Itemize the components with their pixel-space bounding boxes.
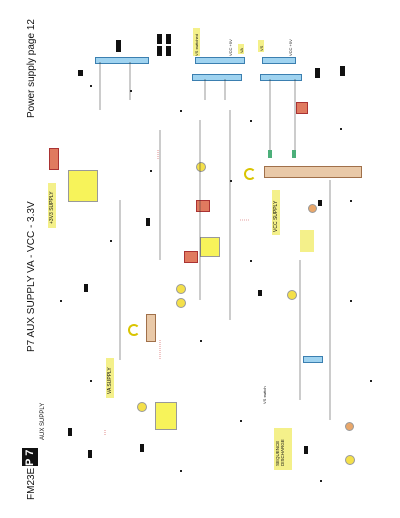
black-part-13 [140,444,144,452]
net-vs-box [258,40,264,52]
junction-dot [350,200,352,202]
capacitor-3 [176,298,186,308]
block-3v3-supply [48,183,56,228]
black-part-11 [68,428,72,436]
black-part-10 [84,284,88,292]
connector-top-middle [195,57,245,64]
junction-dot [240,420,242,422]
c-marker-1 [244,168,256,180]
junction-dot [180,110,182,112]
junction-dot [340,128,342,130]
capacitor-8 [345,422,354,431]
red-component-1 [296,102,308,114]
black-part-9 [146,218,150,226]
capacitor-4 [287,290,297,300]
junction-dot [90,85,92,87]
block-sequence-discharge [274,428,292,470]
black-part-5 [166,46,171,56]
capacitor-7 [308,204,317,213]
diode-green-1 [268,150,272,158]
black-part-2 [157,34,162,44]
junction-dot [150,170,152,172]
capacitor-1 [196,162,206,172]
black-part-7 [340,66,345,76]
tan-component-left [146,314,156,342]
connector-bottom-right [303,356,323,363]
junction-dot [250,260,252,262]
connector-top-middle-lower [192,74,242,81]
heatsink-bar [264,166,362,178]
ic-va-regulator [155,402,177,430]
net-vs-switched [193,28,200,56]
ic-3v3-regulator [68,170,98,202]
junction-dot [130,90,132,92]
c-marker-2 [128,324,140,336]
capacitor-2 [176,284,186,294]
ic-center [200,237,220,257]
black-part-14 [304,446,308,454]
junction-dot [110,240,112,242]
capacitor-6 [345,455,355,465]
junction-dot [350,300,352,302]
junction-dot [370,380,372,382]
junction-dot [60,300,62,302]
black-part-1 [116,40,121,52]
black-part-8 [78,70,83,76]
capacitor-5 [137,402,147,412]
junction-dot [90,380,92,382]
junction-dot [200,340,202,342]
red-component-3 [184,251,198,263]
diode-green-2 [292,150,296,158]
connector-top-right-lower [260,74,302,81]
block-vcc-supply [272,190,280,235]
red-marker-top-left [49,148,59,170]
black-part-12 [88,450,92,458]
label-right-mid [300,230,314,252]
connector-top-left [95,57,149,64]
connector-top-right [262,57,296,64]
page-badge [22,448,38,466]
net-va-box [238,44,244,54]
junction-dot [180,470,182,472]
black-part-6 [315,68,320,78]
junction-dot [250,120,252,122]
black-part-16 [258,290,262,296]
black-part-15 [318,200,322,206]
junction-dot [320,480,322,482]
black-part-3 [166,34,171,44]
black-part-4 [157,46,162,56]
red-component-2 [196,200,210,212]
block-va-supply [106,358,114,398]
junction-dot [230,180,232,182]
